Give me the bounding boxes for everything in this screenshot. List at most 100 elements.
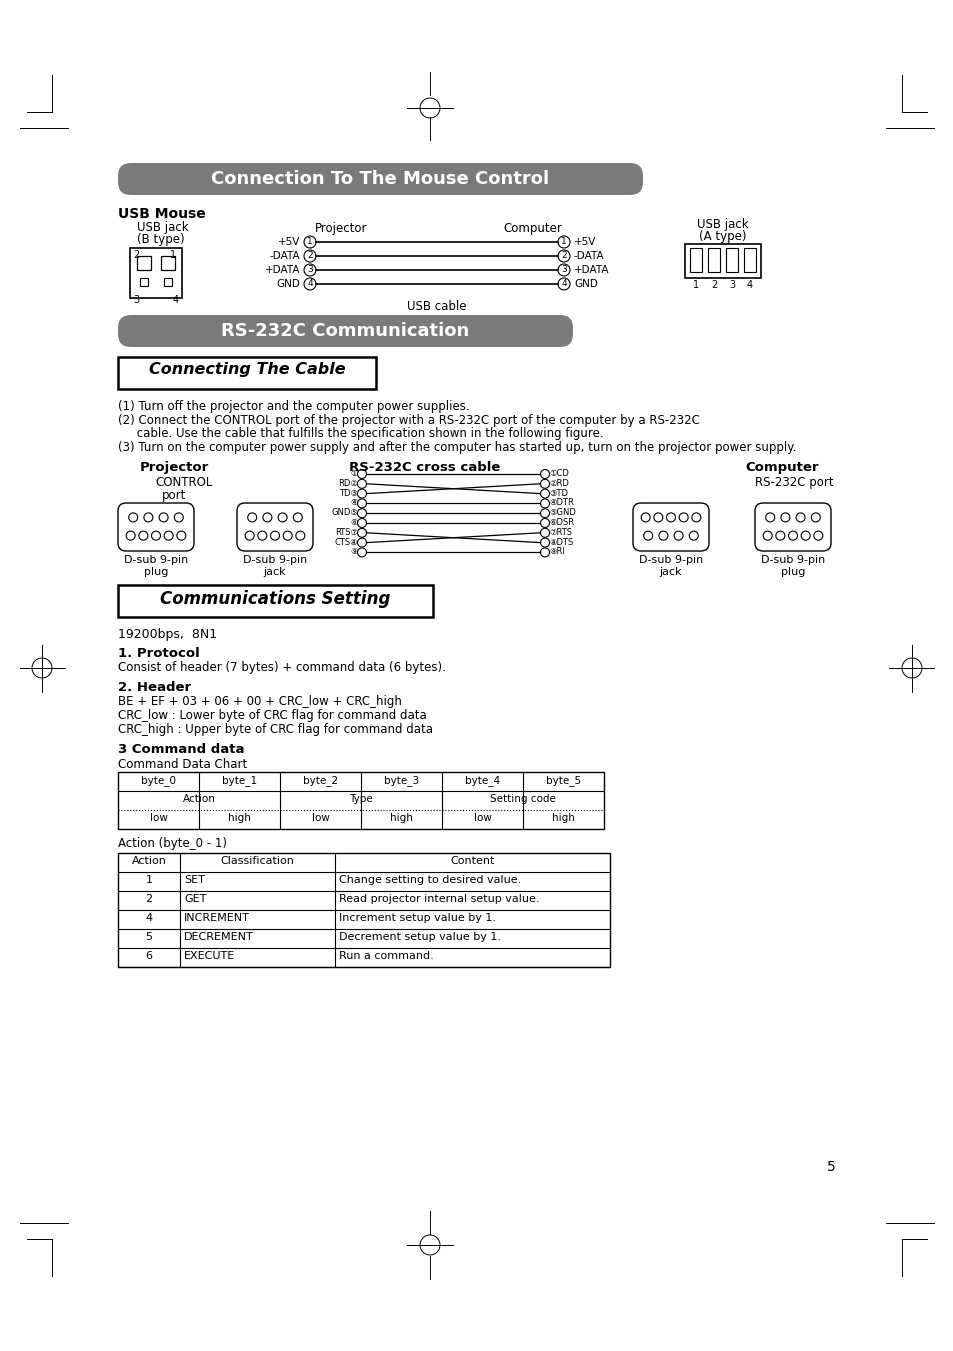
Text: port: port [162,489,186,503]
Text: 2: 2 [307,251,313,259]
Bar [161,255,174,270]
Text: EXECUTE: EXECUTE [184,951,235,961]
FancyBboxPatch shape [236,503,313,551]
Text: 5: 5 [826,1161,835,1174]
Text: BE + EF + 03 + 06 + 00 + CRC_low + CRC_high: BE + EF + 03 + 06 + 00 + CRC_low + CRC_h… [118,694,401,708]
Text: Classification: Classification [220,857,294,866]
Text: 1: 1 [560,236,566,246]
Text: USB cable: USB cable [407,300,466,313]
Text: RTS⑦: RTS⑦ [335,528,357,536]
Text: RS-232C Communication: RS-232C Communication [221,322,469,340]
Text: TD③: TD③ [338,489,357,497]
Text: byte_1: byte_1 [222,775,256,786]
Text: byte_4: byte_4 [464,775,499,786]
Text: Computer: Computer [744,461,818,474]
Text: Consist of header (7 bytes) + command data (6 bytes).: Consist of header (7 bytes) + command da… [118,661,445,674]
Text: Projector: Projector [314,222,367,235]
Bar [118,357,375,389]
FancyBboxPatch shape [633,503,708,551]
Text: 1: 1 [170,250,175,259]
Text: +5V: +5V [277,236,299,247]
Text: D-sub 9-pin: D-sub 9-pin [639,555,702,565]
Text: 6: 6 [146,951,152,961]
Text: GET: GET [184,894,206,904]
Text: ③TD: ③TD [548,489,567,497]
Text: SET: SET [184,875,205,885]
Bar [118,852,609,967]
Bar [684,245,760,278]
Text: RS-232C port: RS-232C port [754,476,833,489]
Text: Action (byte_0 - 1): Action (byte_0 - 1) [118,838,227,850]
Text: USB Mouse: USB Mouse [118,207,206,222]
Text: low: low [473,813,491,823]
Text: Decrement setup value by 1.: Decrement setup value by 1. [338,932,500,942]
Text: byte_0: byte_0 [141,775,175,786]
Text: 2: 2 [132,250,139,259]
Text: Run a command.: Run a command. [338,951,434,961]
Text: ⑦RTS: ⑦RTS [548,528,572,536]
FancyBboxPatch shape [118,503,193,551]
Text: 4: 4 [560,280,566,288]
Text: 4: 4 [307,280,313,288]
Text: GND: GND [574,280,598,289]
Text: CONTROL: CONTROL [154,476,213,489]
Text: low: low [312,813,329,823]
Text: high: high [390,813,413,823]
Text: jack: jack [659,567,681,577]
Text: cable. Use the cable that fulfills the specification shown in the following figu: cable. Use the cable that fulfills the s… [118,427,603,440]
Text: low: low [150,813,168,823]
Text: 2: 2 [145,894,152,904]
Text: GND⑤: GND⑤ [331,508,357,517]
Text: 4: 4 [145,913,152,923]
Text: ⑨RI: ⑨RI [548,547,564,557]
Text: Type: Type [349,794,373,804]
Text: 5: 5 [146,932,152,942]
Text: +DATA: +DATA [574,265,609,276]
Text: ⑥: ⑥ [350,517,357,527]
Text: jack: jack [263,567,286,577]
Text: Read projector internal setup value.: Read projector internal setup value. [338,894,539,904]
Text: ④DTR: ④DTR [548,499,574,508]
Text: CTS⑧: CTS⑧ [334,538,357,547]
Text: +DATA: +DATA [264,265,299,276]
Text: ⑤GND: ⑤GND [548,508,576,517]
Text: ①: ① [350,469,357,478]
Text: high: high [228,813,251,823]
Text: byte_2: byte_2 [303,775,337,786]
Text: 2. Header: 2. Header [118,681,191,694]
Text: 3: 3 [728,280,735,290]
Text: ⑥DSR: ⑥DSR [548,517,574,527]
Text: Computer: Computer [502,222,561,235]
Text: 3: 3 [132,295,139,305]
Text: USB jack: USB jack [137,222,189,234]
Text: 1: 1 [146,875,152,885]
Bar [137,255,151,270]
Bar [707,249,720,272]
Text: Connection To The Mouse Control: Connection To The Mouse Control [212,170,549,188]
Text: Action: Action [182,794,215,804]
Text: (A type): (A type) [699,230,746,243]
Text: USB jack: USB jack [697,218,748,231]
Text: Communications Setting: Communications Setting [160,590,390,608]
Text: INCREMENT: INCREMENT [184,913,250,923]
Text: -DATA: -DATA [269,251,299,261]
Text: (2) Connect the CONTROL port of the projector with a RS-232C port of the compute: (2) Connect the CONTROL port of the proj… [118,413,700,427]
Bar [118,585,433,617]
Text: 2: 2 [560,251,566,259]
Text: 1. Protocol: 1. Protocol [118,647,199,661]
Text: 19200bps,  8N1: 19200bps, 8N1 [118,628,217,640]
Text: DECREMENT: DECREMENT [184,932,253,942]
Text: +5V: +5V [574,236,596,247]
Text: ①CD: ①CD [548,469,568,478]
Text: plug: plug [780,567,804,577]
Text: 3: 3 [560,265,566,274]
Text: 4: 4 [172,295,179,305]
Bar [164,278,172,286]
Text: 4: 4 [746,280,752,290]
Text: (3) Turn on the computer power supply and after the computer has started up, tur: (3) Turn on the computer power supply an… [118,440,796,454]
Text: plug: plug [144,567,168,577]
Text: -DATA: -DATA [574,251,604,261]
Text: Command Data Chart: Command Data Chart [118,758,247,771]
Bar [689,249,701,272]
Text: D-sub 9-pin: D-sub 9-pin [760,555,824,565]
